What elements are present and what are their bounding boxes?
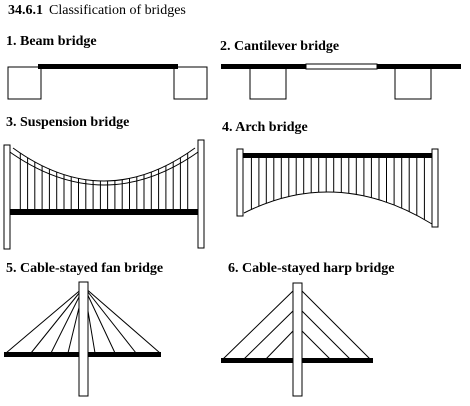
cantilever-left-arm [221, 64, 306, 69]
cantilever-right-pier [394, 66, 432, 100]
cantilever-bridge-drawing [221, 63, 461, 100]
arch-right-abutment [431, 148, 439, 228]
cantilever-suspended-span [305, 63, 378, 70]
section-title: Classification of bridges [49, 3, 186, 18]
beam-bridge-label: 1. Beam bridge [6, 34, 97, 49]
harp-stay-cables [221, 289, 372, 361]
cable-stayed-fan-bridge-label: 5. Cable-stayed fan bridge [6, 261, 164, 276]
beam-left-pier [7, 66, 42, 100]
beam-right-pier [173, 66, 208, 100]
arch-bridge-label: 4. Arch bridge [222, 120, 308, 135]
arch-curve [243, 191, 433, 225]
suspension-bridge-label: 3. Suspension bridge [6, 115, 130, 130]
fan-pylon [78, 281, 89, 397]
suspension-bridge-drawing [3, 139, 205, 250]
arch-hangers [250, 157, 425, 220]
section-heading: 34.6.1 Classification of bridges [8, 3, 186, 19]
suspension-hangers [19, 153, 189, 210]
suspension-deck [9, 209, 201, 215]
section-number: 34.6.1 [8, 3, 43, 18]
suspension-main-cable-outer [6, 149, 202, 186]
harp-pylon [292, 282, 303, 397]
cantilever-right-arm [377, 64, 461, 69]
cable-stayed-harp-bridge-drawing [221, 282, 373, 397]
cantilever-left-pier [249, 66, 287, 100]
arch-left-abutment [236, 148, 244, 217]
beam-bridge-drawing [7, 64, 208, 100]
beam-deck [38, 64, 178, 69]
suspension-main-cable [12, 147, 196, 182]
suspension-right-tower [197, 139, 205, 249]
suspension-left-tower [3, 144, 11, 250]
cable-stayed-fan-bridge-drawing [4, 281, 161, 397]
arch-bridge-drawing [236, 148, 439, 228]
cable-stayed-harp-bridge-label: 6. Cable-stayed harp bridge [228, 261, 395, 276]
cantilever-bridge-label: 2. Cantilever bridge [220, 39, 340, 54]
arch-deck [242, 153, 435, 158]
